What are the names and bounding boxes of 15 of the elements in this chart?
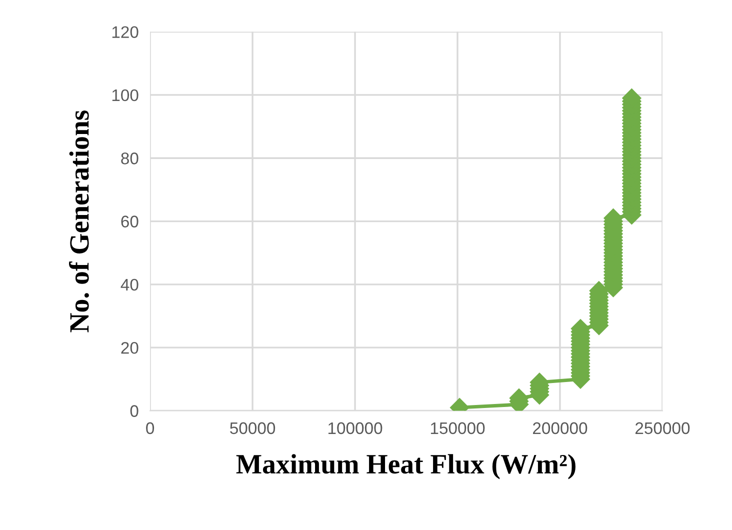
- x-tick-label: 100000: [328, 422, 382, 434]
- x-axis-title: Maximum Heat Flux (W/m²): [236, 454, 576, 480]
- y-tick-label: 120: [112, 26, 138, 38]
- x-tick-label: 200000: [533, 422, 588, 434]
- y-axis-title: No. of Generations: [69, 110, 89, 332]
- y-tick-label: 20: [121, 342, 138, 354]
- y-tick-label: 0: [130, 405, 138, 417]
- y-tick-label: 60: [121, 216, 138, 228]
- x-tick-label: 250000: [635, 422, 690, 434]
- y-tick-label: 40: [120, 278, 138, 291]
- x-tick-label: 0: [146, 422, 154, 434]
- x-tick-label: 150000: [430, 422, 485, 434]
- y-tick-label: 100: [112, 89, 138, 102]
- y-tick-label: 80: [121, 152, 138, 164]
- x-tick-label: 50000: [230, 422, 276, 434]
